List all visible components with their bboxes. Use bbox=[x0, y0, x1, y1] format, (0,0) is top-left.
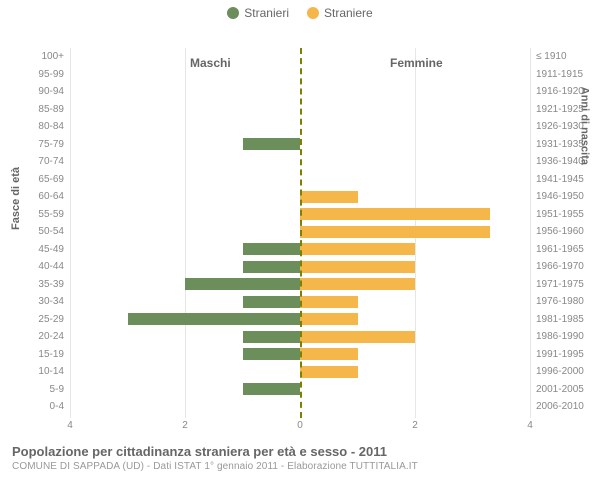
footer: Popolazione per cittadinanza straniera p… bbox=[0, 440, 600, 472]
age-label: 70-74 bbox=[38, 156, 64, 167]
x-tick: 4 bbox=[67, 420, 73, 431]
legend: Stranieri Straniere bbox=[0, 0, 600, 20]
bar-female bbox=[300, 331, 415, 343]
bar-female bbox=[300, 348, 358, 360]
birth-year-label: 1926-1930 bbox=[536, 121, 584, 132]
birth-year-label: 1991-1995 bbox=[536, 349, 584, 360]
x-axis: 4 2 0 2 4 bbox=[70, 420, 530, 440]
birth-year-label: 1931-1935 bbox=[536, 139, 584, 150]
birth-year-label: 1961-1965 bbox=[536, 244, 584, 255]
legend-label-female: Straniere bbox=[324, 6, 373, 20]
legend-item-female: Straniere bbox=[307, 6, 373, 20]
bar-female bbox=[300, 313, 358, 325]
bar-male bbox=[243, 348, 301, 360]
age-label: 40-44 bbox=[38, 261, 64, 272]
bar-male bbox=[243, 243, 301, 255]
age-label: 55-59 bbox=[38, 209, 64, 220]
male-swatch bbox=[227, 7, 239, 19]
bar-female bbox=[300, 261, 415, 273]
x-tick: 4 bbox=[527, 420, 533, 431]
x-tick: 2 bbox=[182, 420, 188, 431]
bar-male bbox=[185, 278, 300, 290]
birth-year-label: 1986-1990 bbox=[536, 331, 584, 342]
age-label: 90-94 bbox=[38, 86, 64, 97]
bar-male bbox=[128, 313, 301, 325]
age-label: 10-14 bbox=[38, 366, 64, 377]
birth-year-label: 1911-1915 bbox=[536, 69, 583, 80]
age-label: 65-69 bbox=[38, 174, 64, 185]
age-label: 100+ bbox=[41, 51, 64, 62]
birth-year-label: 1921-1925 bbox=[536, 104, 584, 115]
chart-title: Popolazione per cittadinanza straniera p… bbox=[12, 444, 588, 459]
y-axis-label-left: Fasce di età bbox=[10, 167, 22, 230]
age-label: 85-89 bbox=[38, 104, 64, 115]
age-label: 30-34 bbox=[38, 296, 64, 307]
age-label: 45-49 bbox=[38, 244, 64, 255]
bar-male bbox=[243, 261, 301, 273]
x-tick: 2 bbox=[412, 420, 418, 431]
birth-year-label: 1981-1985 bbox=[536, 314, 584, 325]
birth-year-label: 1976-1980 bbox=[536, 296, 584, 307]
age-label: 0-4 bbox=[50, 401, 64, 412]
birth-year-label: 1951-1955 bbox=[536, 209, 584, 220]
age-label: 25-29 bbox=[38, 314, 64, 325]
bar-female bbox=[300, 191, 358, 203]
birth-year-label: 2001-2005 bbox=[536, 384, 584, 395]
age-label: 95-99 bbox=[38, 69, 64, 80]
bar-female bbox=[300, 366, 358, 378]
chart-subtitle: COMUNE DI SAPPADA (UD) - Dati ISTAT 1° g… bbox=[12, 461, 588, 472]
birth-year-label: 1971-1975 bbox=[536, 279, 584, 290]
bar-female bbox=[300, 243, 415, 255]
age-label: 5-9 bbox=[50, 384, 64, 395]
gridline bbox=[530, 48, 531, 418]
birth-year-label: 1966-1970 bbox=[536, 261, 584, 272]
bar-female bbox=[300, 278, 415, 290]
birth-year-label: 1946-1950 bbox=[536, 191, 584, 202]
legend-label-male: Stranieri bbox=[244, 6, 289, 20]
age-label: 35-39 bbox=[38, 279, 64, 290]
birth-year-label: 1941-1945 bbox=[536, 174, 584, 185]
age-label: 60-64 bbox=[38, 191, 64, 202]
birth-year-label: 1996-2000 bbox=[536, 366, 584, 377]
age-label: 75-79 bbox=[38, 139, 64, 150]
chart: Fasce di età Anni di nascita Maschi Femm… bbox=[0, 20, 600, 440]
age-label: 50-54 bbox=[38, 226, 64, 237]
bar-male bbox=[243, 296, 301, 308]
legend-item-male: Stranieri bbox=[227, 6, 289, 20]
bar-male bbox=[243, 331, 301, 343]
birth-year-label: 1936-1940 bbox=[536, 156, 584, 167]
age-label: 80-84 bbox=[38, 121, 64, 132]
birth-year-label: ≤ 1910 bbox=[536, 51, 567, 62]
bar-male bbox=[243, 138, 301, 150]
age-label: 15-19 bbox=[38, 349, 64, 360]
bar-female bbox=[300, 226, 490, 238]
plot-area: Maschi Femmine 100+≤ 191095-991911-19159… bbox=[70, 48, 530, 418]
birth-year-label: 1956-1960 bbox=[536, 226, 584, 237]
birth-year-label: 2006-2010 bbox=[536, 401, 584, 412]
female-swatch bbox=[307, 7, 319, 19]
bar-male bbox=[243, 383, 301, 395]
age-label: 20-24 bbox=[38, 331, 64, 342]
birth-year-label: 1916-1920 bbox=[536, 86, 584, 97]
bar-female bbox=[300, 296, 358, 308]
x-tick: 0 bbox=[297, 420, 303, 431]
center-line bbox=[300, 48, 302, 418]
bar-female bbox=[300, 208, 490, 220]
